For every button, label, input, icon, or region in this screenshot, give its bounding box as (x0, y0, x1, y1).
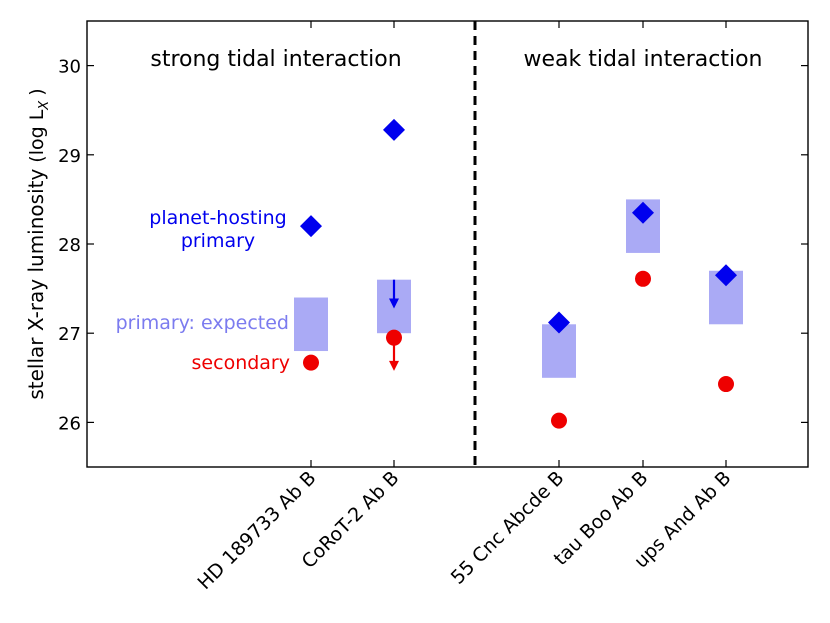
primary-diamond-3 (632, 201, 654, 224)
secondary-dot-3 (635, 270, 651, 287)
primary-diamond-2 (548, 311, 570, 334)
annotation-primary-line1: planet-hosting (149, 207, 286, 229)
x-tick-label-0: HD 189733 Ab B (193, 467, 320, 594)
primary-diamond-0 (300, 215, 322, 238)
secondary-dot-2 (551, 412, 567, 429)
region-label-strong: strong tidal interaction (150, 47, 401, 72)
primary-diamond-4 (715, 264, 737, 287)
annotation-secondary: secondary (192, 352, 290, 374)
annotation-expected: primary: expected (116, 312, 289, 334)
secondary-dot-1 (386, 329, 402, 346)
region-label-weak: weak tidal interaction (523, 47, 762, 72)
upper-limit-primary-head (389, 298, 399, 309)
primary-diamond-1 (383, 118, 405, 141)
expected-ranges (294, 199, 743, 378)
x-tick-label-2: 55 Cnc Abcde B (447, 467, 569, 589)
y-tick-label-0: 26 (58, 413, 81, 434)
secondary-dot-0 (303, 354, 319, 371)
y-tick-label-4: 30 (58, 57, 81, 78)
y-tick-label-3: 29 (58, 146, 81, 167)
y-tick-label-2: 28 (58, 235, 81, 256)
data-markers (300, 118, 737, 429)
upper-limit-secondary-head (389, 360, 399, 371)
y-axis-ticks: 26 27 28 29 30 (58, 57, 808, 434)
annotation-primary-line2: primary (181, 230, 255, 252)
secondary-dot-4 (718, 376, 734, 393)
y-axis-label: stellar X-ray luminosity(log LX) (24, 88, 52, 399)
expected-range-0 (294, 297, 328, 352)
y-tick-label-1: 27 (58, 324, 81, 345)
